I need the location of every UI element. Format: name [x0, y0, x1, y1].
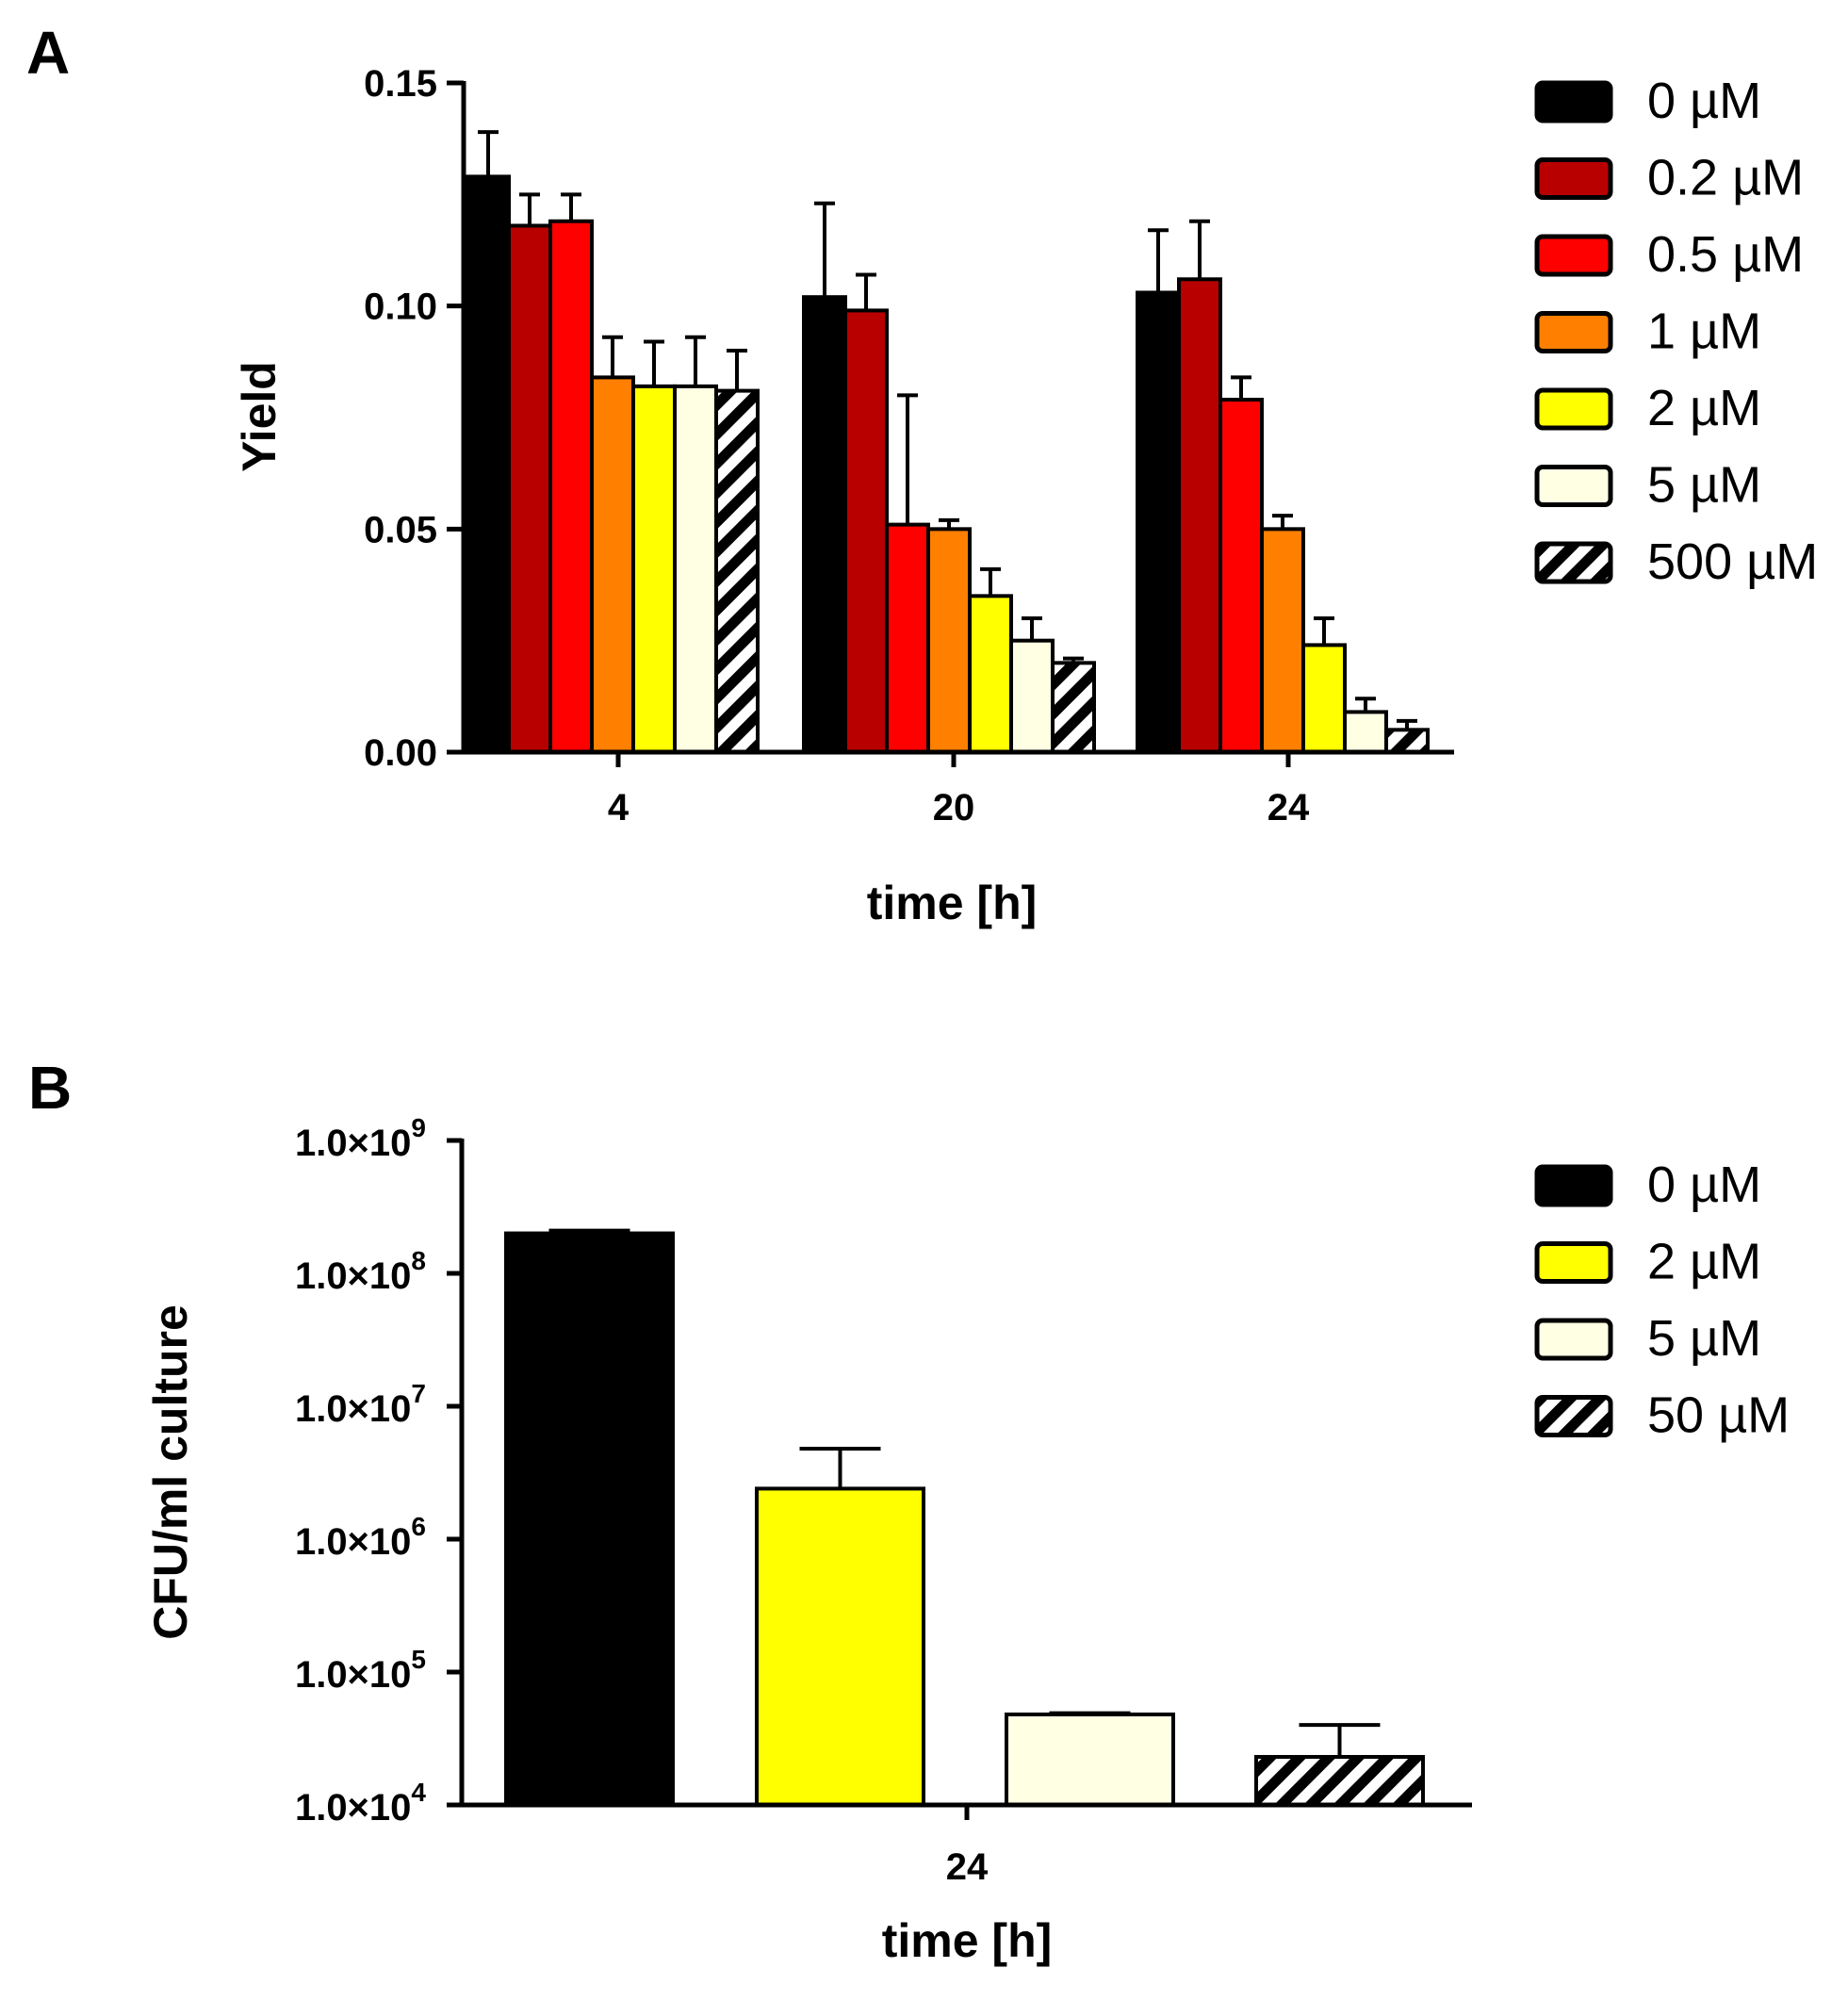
legend-label: 500 µM — [1647, 533, 1818, 590]
legend-swatch — [1534, 1318, 1613, 1361]
x-axis-title: time [h] — [882, 1914, 1053, 1967]
x-axis-title: time [h] — [867, 877, 1038, 929]
bar-5uM — [1005, 1712, 1175, 1807]
legend-label: 0 µM — [1647, 73, 1761, 129]
legend-swatch — [1534, 387, 1613, 431]
x-tick-label: 4 — [608, 787, 630, 828]
x-tick-label: 20 — [933, 787, 975, 828]
panel-a: A 0.00 0.05 0.10 0.15 4 20 24 time [h] Yield 0 µ… — [26, 19, 1818, 929]
panel-b-legend: 0 µM 2 µM 5 µM 50 µM — [1534, 1156, 1790, 1444]
y-tick-label: 1.0×105 — [295, 1645, 426, 1696]
legend-swatch — [1534, 157, 1613, 200]
legend-label: 0 µM — [1647, 1156, 1761, 1213]
y-tick-label: 0.05 — [364, 509, 437, 550]
legend-label: 5 µM — [1647, 457, 1761, 514]
y-tick-label: 0.10 — [364, 287, 437, 328]
y-tick-label: 1.0×108 — [295, 1246, 426, 1297]
bar-4h-0.5uM — [548, 219, 594, 754]
bar-4h-2uM — [631, 384, 677, 754]
legend-label: 2 µM — [1647, 1234, 1761, 1290]
legend-swatch — [1534, 1164, 1613, 1207]
panel-b: B 1.0×1041.0×1051.0×1061.0×1071.0×1081.0… — [28, 1054, 1790, 1967]
legend-label: 0.5 µM — [1647, 226, 1804, 283]
y-axis-title: Yield — [233, 361, 286, 472]
legend-label: 0.2 µM — [1647, 150, 1804, 206]
legend-swatch — [1534, 234, 1613, 277]
y-tick-label: 1.0×109 — [295, 1113, 426, 1164]
panel-a-label: A — [26, 19, 70, 87]
panel-a-bars — [466, 130, 1430, 755]
legend-swatch — [1534, 80, 1613, 123]
y-tick-label: 0.15 — [364, 63, 437, 105]
legend-swatch — [1534, 465, 1613, 507]
bar-24h-0uM — [1136, 290, 1181, 754]
panel-a-axes: 0.00 0.05 0.10 0.15 4 20 24 time [h] Yield — [233, 63, 1454, 929]
bar-24h-1uM — [1260, 527, 1305, 754]
legend-swatch — [1534, 1241, 1613, 1284]
bar-4h-5uM — [673, 384, 718, 754]
bar-2uM — [755, 1486, 925, 1808]
bar-4h-0.2uM — [507, 223, 552, 754]
legend-label: 5 µM — [1647, 1310, 1761, 1367]
panel-b-label: B — [28, 1054, 72, 1122]
bar-0uM — [504, 1231, 675, 1808]
bar-24h-0.5uM — [1218, 398, 1264, 754]
bar-20h-2uM — [968, 594, 1013, 754]
bar-20h-5uM — [1009, 638, 1055, 755]
bar-24h-2uM — [1301, 643, 1347, 755]
bar-20h-0.5uM — [885, 522, 930, 754]
bar-4h-0uM — [466, 174, 511, 754]
bar-20h-500uM — [1051, 661, 1096, 754]
y-tick-label: 0.00 — [364, 732, 437, 774]
x-tick-label: 24 — [1267, 787, 1310, 828]
legend-label: 1 µM — [1647, 303, 1761, 360]
legend-swatch — [1534, 541, 1613, 584]
y-tick-label: 1.0×107 — [295, 1379, 426, 1430]
bar-4h-500uM — [714, 388, 760, 754]
panel-a-legend: 0 µM 0.2 µM 0.5 µM 1 µM 2 µM 5 µM 500 µM — [1534, 73, 1818, 590]
bar-24h-5uM — [1343, 710, 1388, 755]
panel-b-bars — [504, 1228, 1425, 1808]
bar-50uM — [1254, 1754, 1425, 1807]
bar-20h-0.2uM — [843, 308, 889, 754]
y-tick-label: 1.0×104 — [295, 1778, 426, 1829]
legend-swatch — [1534, 311, 1613, 353]
bar-24h-500uM — [1384, 728, 1430, 754]
y-axis-title: CFU/ml culture — [144, 1304, 197, 1640]
bar-20h-0uM — [802, 295, 847, 754]
x-tick-label: 24 — [946, 1846, 989, 1888]
legend-swatch — [1534, 1395, 1613, 1437]
legend-label: 2 µM — [1647, 380, 1761, 436]
legend-label: 50 µM — [1647, 1387, 1790, 1444]
bar-4h-1uM — [590, 375, 635, 754]
panel-b-axes: 1.0×104 1.0×105 1.0×106 1.0×107 1.0×108 1.0×1… — [144, 1113, 1472, 1967]
bar-24h-0.2uM — [1177, 277, 1222, 754]
y-tick-label: 1.0×106 — [295, 1512, 426, 1563]
bar-20h-1uM — [926, 527, 972, 754]
